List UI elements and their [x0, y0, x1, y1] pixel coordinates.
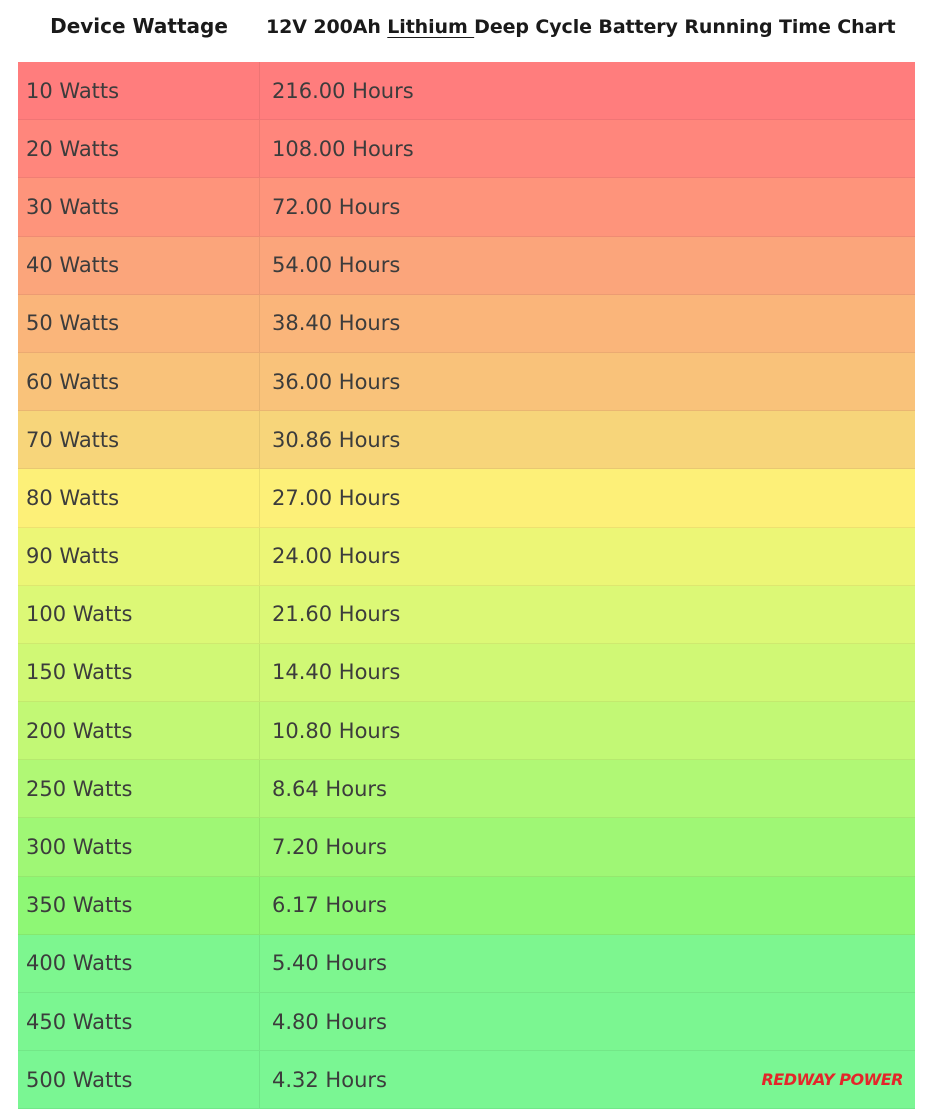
running-time-cell: 10.80 Hours — [272, 718, 401, 743]
wattage-cell: 200 Watts — [18, 702, 260, 760]
table-row: 20 Watts 108.00 Hours — [18, 120, 915, 179]
table-row: 80 Watts 27.00 Hours — [18, 469, 915, 528]
table-row: 300 Watts 7.20 Hours — [18, 818, 915, 877]
column-header-running-time: 12V 200Ah Lithium Deep Cycle Battery Run… — [266, 16, 912, 38]
table-row: 30 Watts 72.00 Hours — [18, 178, 915, 237]
header-prefix: 12V 200Ah — [266, 16, 388, 38]
wattage-cell: 250 Watts — [18, 760, 260, 818]
table-header: Device Wattage 12V 200Ah Lithium Deep Cy… — [0, 0, 933, 62]
table-row: 40 Watts 54.00 Hours — [18, 236, 915, 295]
table-row: 350 Watts 6.17 Hours — [18, 876, 915, 935]
lithium-link[interactable]: Lithium — [387, 16, 475, 38]
wattage-cell: 90 Watts — [18, 527, 260, 585]
wattage-cell: 300 Watts — [18, 818, 260, 876]
runtime-table: 10 Watts 216.00 Hours 20 Watts 108.00 Hours… — [18, 62, 915, 1110]
running-time-cell: 24.00 Hours — [272, 544, 401, 569]
table-row: 500 Watts 4.32 Hours REDWAY POWER — [18, 1051, 915, 1110]
running-time-cell: 7.20 Hours — [272, 835, 387, 860]
table-row: 100 Watts 21.60 Hours — [18, 585, 915, 644]
wattage-cell: 80 Watts — [18, 469, 260, 527]
running-time-cell: 5.40 Hours — [272, 951, 387, 976]
table-row: 90 Watts 24.00 Hours — [18, 527, 915, 586]
wattage-cell: 450 Watts — [18, 993, 260, 1051]
wattage-cell: 30 Watts — [18, 178, 260, 236]
running-time-cell: 38.40 Hours — [272, 311, 401, 336]
running-time-cell: 108.00 Hours — [272, 136, 414, 161]
running-time-cell: 216.00 Hours — [272, 78, 414, 103]
running-time-cell: 72.00 Hours — [272, 194, 401, 219]
running-time-cell: 4.80 Hours — [272, 1009, 387, 1034]
wattage-cell: 10 Watts — [18, 62, 260, 120]
wattage-cell: 100 Watts — [18, 585, 260, 643]
running-time-cell: 14.40 Hours — [272, 660, 401, 685]
table-row: 50 Watts 38.40 Hours — [18, 294, 915, 353]
running-time-cell: 4.32 Hours — [272, 1067, 387, 1092]
table-row: 60 Watts 36.00 Hours — [18, 352, 915, 412]
wattage-cell: 350 Watts — [18, 876, 260, 934]
column-header-wattage: Device Wattage — [50, 14, 228, 38]
redway-power-logo: REDWAY POWER — [761, 1070, 903, 1090]
running-time-cell: 30.86 Hours — [272, 427, 401, 452]
table-row: 450 Watts 4.80 Hours — [18, 993, 915, 1052]
wattage-cell: 500 Watts — [18, 1051, 260, 1109]
running-time-cell: 6.17 Hours — [272, 893, 387, 918]
wattage-cell: 70 Watts — [18, 411, 260, 469]
wattage-cell: 20 Watts — [18, 120, 260, 178]
wattage-cell: 60 Watts — [18, 352, 260, 411]
table-row: 10 Watts 216.00 Hours — [18, 62, 915, 121]
running-time-cell: 8.64 Hours — [272, 776, 387, 801]
table-row: 250 Watts 8.64 Hours — [18, 760, 915, 819]
wattage-cell: 150 Watts — [18, 643, 260, 702]
wattage-cell: 50 Watts — [18, 294, 260, 352]
table-row: 150 Watts 14.40 Hours — [18, 643, 915, 703]
table-row: 400 Watts 5.40 Hours — [18, 934, 915, 993]
running-time-cell: 36.00 Hours — [272, 369, 401, 394]
wattage-cell: 40 Watts — [18, 236, 260, 294]
table-row: 200 Watts 10.80 Hours — [18, 702, 915, 761]
table-row: 70 Watts 30.86 Hours — [18, 411, 915, 470]
running-time-cell: 27.00 Hours — [272, 485, 401, 510]
running-time-cell: 54.00 Hours — [272, 253, 401, 278]
wattage-cell: 400 Watts — [18, 934, 260, 992]
header-suffix: Deep Cycle Battery Running Time Chart — [474, 16, 896, 38]
running-time-cell: 21.60 Hours — [272, 602, 401, 627]
